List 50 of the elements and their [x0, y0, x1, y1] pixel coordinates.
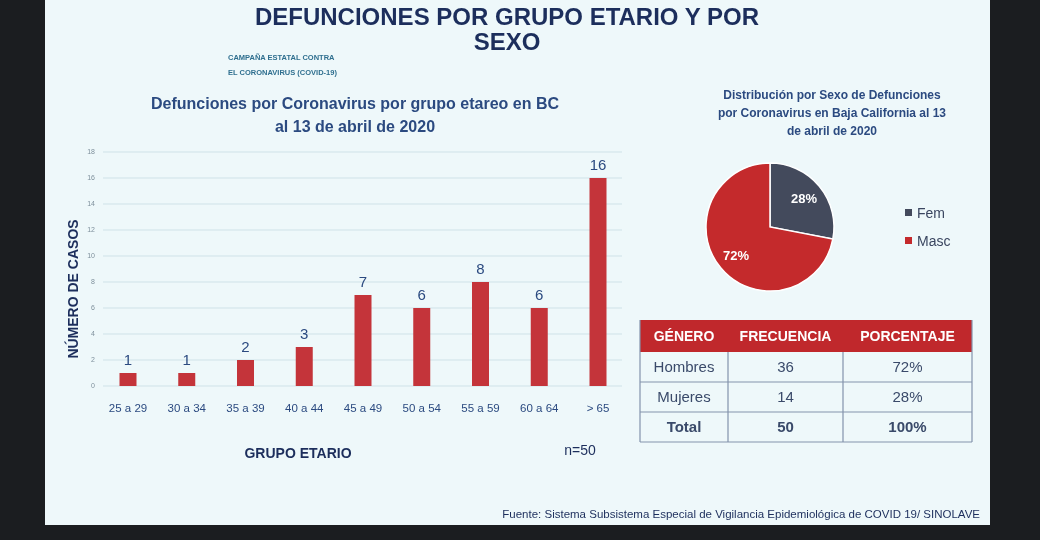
data-label: 100%	[888, 418, 927, 436]
x-tick-label: 50 a 54	[402, 402, 442, 414]
legend-label: Fem	[917, 204, 945, 221]
y-axis-title: NÚMERO DE CASOS	[64, 219, 81, 359]
bar	[354, 295, 372, 386]
text: PORCENTAJE	[860, 327, 955, 344]
pie-slice	[705, 162, 834, 292]
data-label: 14	[777, 388, 794, 406]
category-label: Total	[666, 418, 702, 436]
x-tick-label: 25 a 29	[108, 402, 148, 414]
bar	[530, 308, 548, 386]
data-label: 28%	[892, 388, 923, 406]
x-tick-label: 45 a 49	[343, 402, 383, 414]
data-label: 7	[358, 273, 368, 290]
bar	[413, 308, 431, 386]
legend-label: Masc	[917, 232, 951, 249]
data-label: 50	[777, 418, 794, 436]
data-label: 72%	[892, 358, 923, 376]
data-label: 3	[300, 325, 309, 342]
category-label: Mujeres	[657, 388, 711, 406]
data-label: 16	[589, 156, 607, 173]
data-label: 6	[417, 286, 426, 303]
bar	[119, 373, 137, 386]
data-label: 6	[535, 286, 544, 303]
bar	[178, 373, 196, 386]
x-axis-title: GRUPO ETARIO	[244, 445, 352, 461]
text: FRECUENCIA	[739, 327, 832, 344]
data-label: 28%	[791, 191, 818, 207]
x-tick-label: 30 a 34	[167, 402, 207, 414]
x-tick-label: 40 a 44	[285, 402, 325, 414]
x-tick-label: 60 a 64	[520, 402, 560, 414]
source-note: Fuente: Sistema Subsistema Especial de Vigilancia Epidemiológica de COVID 19/ SINOLAVE	[502, 508, 981, 520]
chart-title: Distribución por Sexo de Defunciones por Coronavirus en Baja California al 13 de abril de 2020	[717, 88, 947, 138]
data-label: 8	[476, 260, 485, 277]
data-label: 1	[123, 351, 133, 368]
bar	[295, 347, 313, 386]
text: GÉNERO	[653, 327, 715, 344]
text: n=50	[564, 442, 596, 458]
bar	[589, 178, 607, 386]
x-tick-label: > 65	[586, 402, 610, 414]
chart-subtitle: Defunciones por Coronavirus por grupo etareo en BC al 13 de abril de 2020	[150, 95, 560, 135]
data-label: 2	[241, 338, 250, 355]
data-label: 72%	[722, 247, 750, 263]
x-tick-label: 35 a 39	[226, 402, 265, 414]
category-label: Hombres	[653, 358, 715, 376]
x-tick-label: 55 a 59	[461, 402, 500, 414]
bar	[472, 282, 489, 386]
data-label: 36	[777, 358, 794, 376]
data-label: 1	[182, 351, 191, 368]
bar	[237, 360, 254, 386]
